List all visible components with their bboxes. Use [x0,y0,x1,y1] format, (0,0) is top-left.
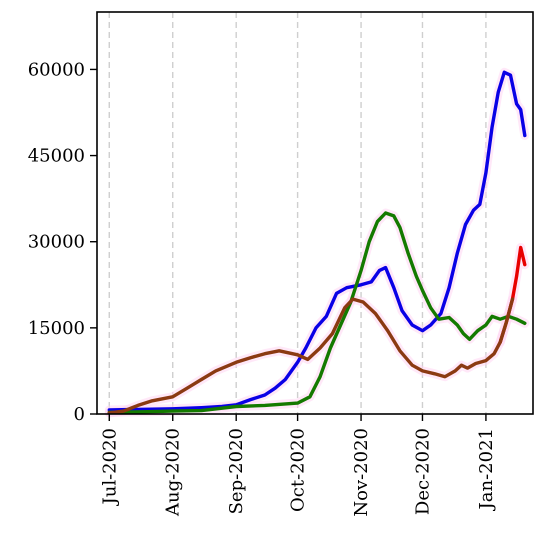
y-tick-label: 60000 [28,59,85,80]
x-tick-label: Nov-2020 [351,428,372,517]
plot-frame [96,11,534,415]
y-tick-label: 0 [74,404,85,425]
series-shadow [104,67,530,418]
x-tick-label: Aug-2020 [163,428,184,517]
x-tick-label: Jan-2021 [476,428,497,511]
series-lines [107,70,527,415]
series-line-2 [107,211,527,414]
y-tick-label: 45000 [28,146,85,167]
grid-lines [108,12,487,414]
x-tick-label: Oct-2020 [288,428,309,512]
x-tick-label: Dec-2020 [412,428,433,515]
x-tick-label: Jul-2020 [99,428,120,506]
x-tick-label: Sep-2020 [226,428,247,514]
y-tick-label: 15000 [28,318,85,339]
series-line-4 [107,297,515,415]
series-line-1 [107,70,527,412]
x-axis: Jul-2020 Aug-2020 Sep-2020 Oct-2020 Nov-2020… [99,414,497,517]
y-tick-label: 30000 [28,232,85,253]
y-axis: 0 15000 30000 45000 60000 [28,59,97,425]
